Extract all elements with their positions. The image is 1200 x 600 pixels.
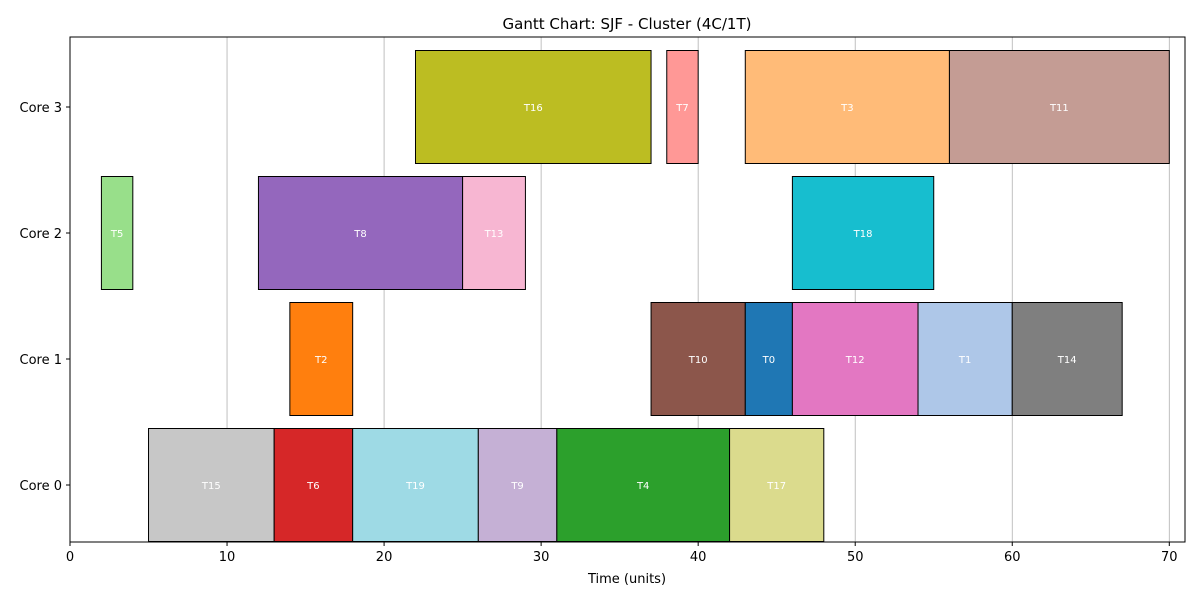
task-bar xyxy=(352,428,479,542)
x-axis-ticks: 0 10 20 30 40 50 60 70 xyxy=(66,542,1178,565)
y-tick-label: Core 0 xyxy=(20,479,63,494)
task-bar-label: T13 xyxy=(484,229,504,240)
task-bar-label: T14 xyxy=(1057,355,1077,366)
y-axis-ticks: Core 0 Core 1 Core 2 Core 3 xyxy=(20,101,70,494)
task-bar xyxy=(917,302,1013,416)
x-tick-label: 10 xyxy=(219,550,236,565)
task-bar xyxy=(744,302,793,416)
x-tick-label: 20 xyxy=(376,550,393,565)
task-bar-label: T6 xyxy=(306,481,319,492)
task-bar xyxy=(462,176,526,290)
x-tick-label: 30 xyxy=(533,550,550,565)
y-tick-label: Core 1 xyxy=(20,353,63,368)
task-bar-label: T11 xyxy=(1049,103,1069,114)
task-bar xyxy=(273,428,354,542)
task-bar xyxy=(650,302,746,416)
task-bar-label: T18 xyxy=(853,229,873,240)
task-bar-label: T10 xyxy=(688,355,708,366)
task-bar xyxy=(148,428,275,542)
x-tick-label: 40 xyxy=(690,550,707,565)
task-bar xyxy=(289,302,354,416)
task-bar-label: T0 xyxy=(762,355,775,366)
plot-frame xyxy=(69,36,1186,543)
x-axis-label: Time (units) xyxy=(587,572,666,587)
task-bar xyxy=(414,50,652,164)
task-bar-label: T12 xyxy=(845,355,865,366)
task-bar-label: T15 xyxy=(201,481,221,492)
task-bar xyxy=(257,176,464,290)
task-bar-label: T2 xyxy=(314,355,327,366)
task-bar-label: T5 xyxy=(110,229,123,240)
task-bar xyxy=(791,176,935,290)
task-bar xyxy=(100,176,134,290)
task-bar-label: T17 xyxy=(766,481,786,492)
task-bar-label: T7 xyxy=(675,103,688,114)
x-tick-label: 60 xyxy=(1004,550,1021,565)
y-tick-label: Core 2 xyxy=(20,227,63,242)
x-tick-label: 0 xyxy=(66,550,74,565)
task-bar-label: T8 xyxy=(353,229,366,240)
task-bar xyxy=(1011,302,1123,416)
task-bar xyxy=(744,50,950,164)
y-tick-label: Core 3 xyxy=(20,101,63,116)
chart-title: Gantt Chart: SJF - Cluster (4C/1T) xyxy=(503,15,752,33)
task-bar-label: T19 xyxy=(405,481,425,492)
task-bar-label: T9 xyxy=(510,481,523,492)
task-bar xyxy=(666,50,699,164)
task-bars: T15 T6 T19 T9 T4 T17 T2 T10 T0 T12 T1 T14 T5 T8 T13 T18… xyxy=(100,50,1170,542)
x-tick-label: 50 xyxy=(847,550,864,565)
task-bar xyxy=(948,50,1170,164)
task-bar-label: T3 xyxy=(840,103,853,114)
task-bar xyxy=(729,428,825,542)
task-bar-label: T4 xyxy=(636,481,649,492)
x-tick-label: 70 xyxy=(1161,550,1178,565)
task-bar-label: T1 xyxy=(958,355,971,366)
task-bar-label: T16 xyxy=(523,103,543,114)
